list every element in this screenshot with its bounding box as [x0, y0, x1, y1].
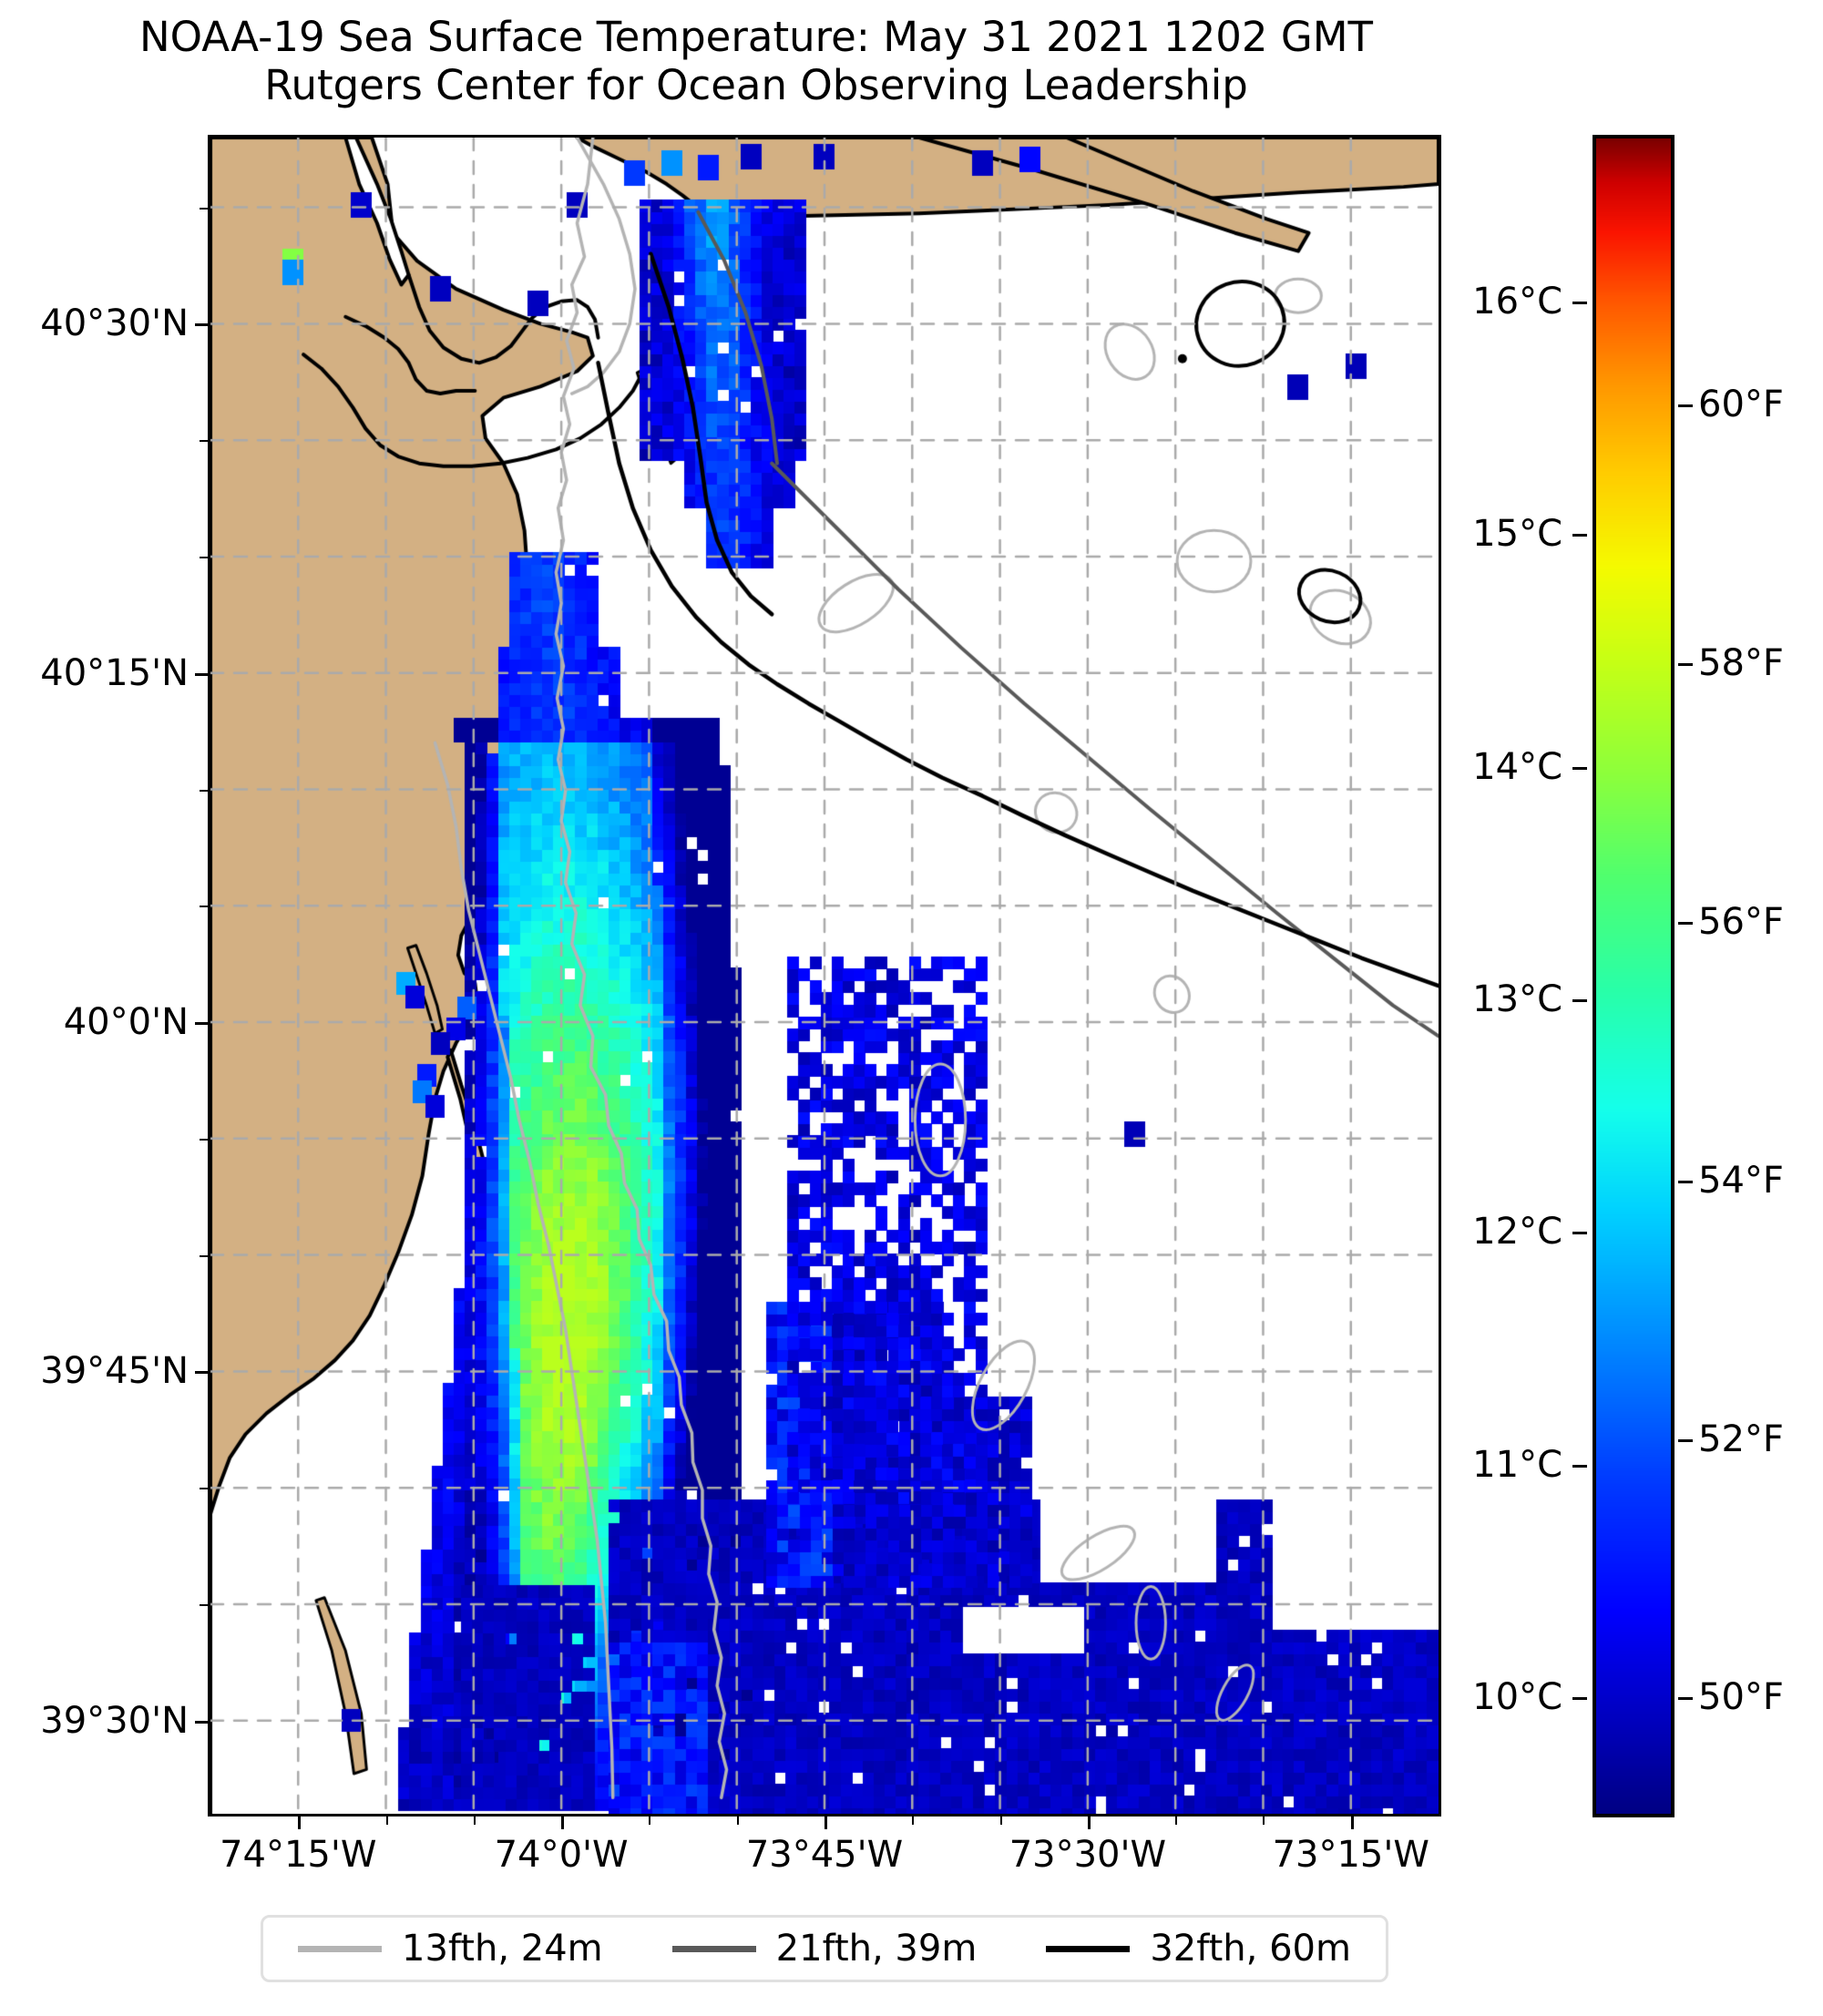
map-plot-area	[208, 135, 1441, 1816]
y-tick-major-1	[195, 672, 208, 676]
x-tick-major-2	[824, 1816, 827, 1829]
colorbar-label-c-6: 10°C	[1472, 1676, 1562, 1719]
colorbar-tick-c-1	[1572, 534, 1587, 537]
x-tick-minor	[912, 1816, 915, 1825]
colorbar-tick-c-4	[1572, 1232, 1587, 1235]
x-tick-minor	[473, 1816, 476, 1825]
colorbar-tick-f-0	[1678, 404, 1693, 408]
x-tick-label-4: 73°15'W	[1272, 1834, 1429, 1876]
colorbar-label-c-1: 15°C	[1472, 513, 1562, 556]
x-tick-minor	[1175, 1816, 1178, 1825]
title-line-1: NOAA-19 Sea Surface Temperature: May 31 …	[138, 13, 1374, 61]
y-tick-label-1: 40°15'N	[40, 651, 189, 694]
y-tick-minor	[200, 1138, 208, 1141]
bathymetry-legend: 13fth, 24m 21fth, 39m 32fth, 60m	[261, 1915, 1388, 1982]
colorbar-tick-c-5	[1572, 1464, 1587, 1468]
colorbar-label-f-1: 58°F	[1698, 642, 1784, 685]
sst-raster-canvas	[210, 138, 1439, 1814]
y-tick-minor	[200, 1603, 208, 1606]
y-tick-label-0: 40°30'N	[40, 302, 189, 345]
x-tick-major-4	[1350, 1816, 1354, 1829]
colorbar-label-c-4: 12°C	[1472, 1211, 1562, 1254]
x-tick-label-0: 74°15'W	[220, 1834, 377, 1876]
colorbar-label-c-5: 11°C	[1472, 1443, 1562, 1486]
x-tick-minor	[1263, 1816, 1265, 1825]
legend-item-21fth: 21fth, 39m	[671, 1928, 978, 1970]
legend-line-21fth	[671, 1945, 756, 1952]
x-tick-minor	[649, 1816, 651, 1825]
colorbar-tick-c-0	[1572, 301, 1587, 304]
colorbar-label-f-3: 54°F	[1698, 1159, 1784, 1202]
colorbar-tick-c-6	[1572, 1697, 1587, 1701]
x-tick-major-0	[298, 1816, 302, 1829]
y-tick-minor	[200, 440, 208, 443]
temperature-colorbar	[1593, 135, 1674, 1817]
y-tick-minor	[200, 789, 208, 792]
legend-line-32fth	[1046, 1945, 1131, 1952]
colorbar-label-c-3: 13°C	[1472, 978, 1562, 1021]
legend-label-13fth: 13fth, 24m	[402, 1928, 603, 1970]
colorbar-label-f-5: 50°F	[1698, 1676, 1784, 1719]
legend-item-13fth: 13fth, 24m	[298, 1928, 603, 1970]
y-tick-major-2	[195, 1022, 208, 1026]
colorbar-tick-f-1	[1678, 663, 1693, 667]
colorbar-label-f-0: 60°F	[1698, 384, 1784, 426]
y-tick-label-3: 39°45'N	[40, 1350, 189, 1393]
y-tick-minor	[200, 1488, 208, 1490]
y-tick-major-3	[195, 1371, 208, 1375]
colorbar-label-f-2: 56°F	[1698, 900, 1784, 943]
x-tick-label-1: 74°0'W	[494, 1834, 629, 1876]
y-tick-major-4	[195, 1720, 208, 1724]
y-tick-major-0	[195, 323, 208, 327]
legend-item-32fth: 32fth, 60m	[1046, 1928, 1351, 1970]
legend-label-21fth: 21fth, 39m	[775, 1928, 978, 1970]
title-line-2: Rutgers Center for Ocean Observing Leade…	[264, 61, 1248, 110]
colorbar-tick-f-4	[1678, 1438, 1693, 1442]
x-tick-label-2: 73°45'W	[745, 1834, 904, 1876]
y-tick-minor	[200, 556, 208, 558]
colorbar-label-c-2: 14°C	[1472, 745, 1562, 788]
colorbar-tick-f-2	[1678, 921, 1693, 925]
y-tick-label-2: 40°0'N	[63, 1001, 189, 1044]
colorbar-tick-f-3	[1678, 1180, 1693, 1183]
y-tick-minor	[200, 906, 208, 908]
colorbar-label-f-4: 52°F	[1698, 1417, 1784, 1460]
colorbar-gradient	[1596, 138, 1671, 1814]
figure-title: NOAA-19 Sea Surface Temperature: May 31 …	[0, 13, 1512, 109]
legend-label-32fth: 32fth, 60m	[1150, 1928, 1351, 1970]
x-tick-major-3	[1087, 1816, 1091, 1829]
x-tick-minor	[385, 1816, 388, 1825]
y-tick-minor	[200, 207, 208, 210]
colorbar-tick-c-2	[1572, 766, 1587, 770]
x-tick-minor	[999, 1816, 1002, 1825]
y-tick-minor	[200, 1254, 208, 1257]
x-tick-major-1	[561, 1816, 565, 1829]
colorbar-label-c-0: 16°C	[1472, 280, 1562, 322]
colorbar-tick-c-3	[1572, 999, 1587, 1003]
x-tick-minor	[736, 1816, 739, 1825]
colorbar-tick-f-5	[1678, 1697, 1693, 1701]
y-tick-label-4: 39°30'N	[40, 1699, 189, 1742]
legend-line-13fth	[298, 1945, 383, 1952]
x-tick-label-3: 73°30'W	[1009, 1834, 1167, 1876]
